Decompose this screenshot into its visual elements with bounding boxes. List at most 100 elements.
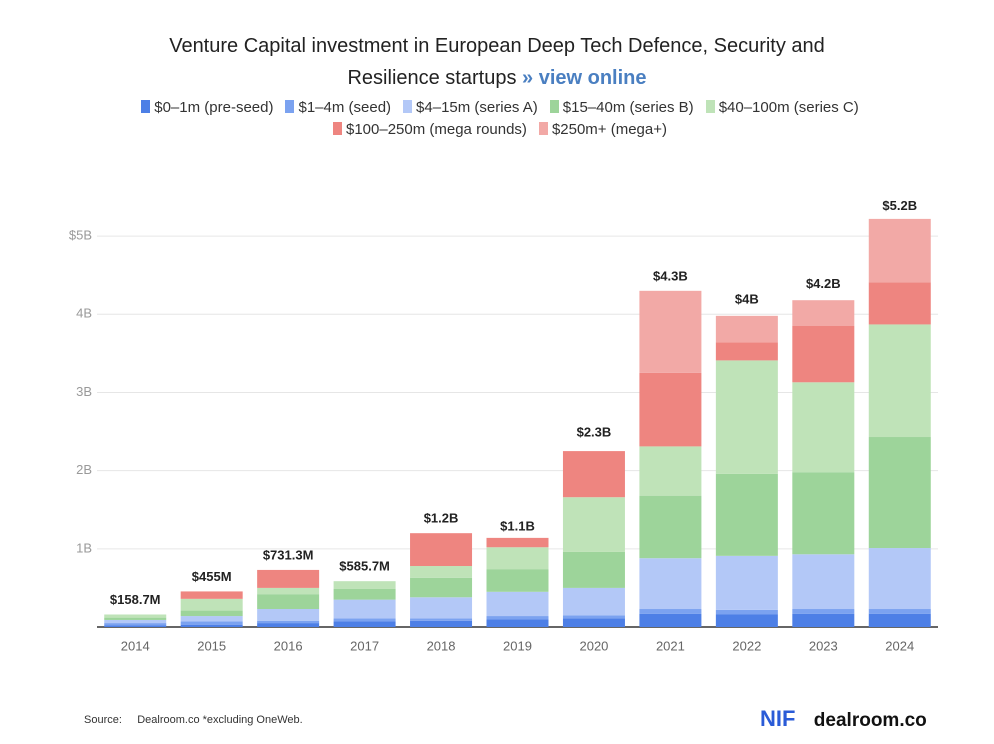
bar-segment bbox=[715, 555, 778, 610]
bar-segment bbox=[792, 554, 855, 610]
x-tick-label: 2022 bbox=[732, 638, 761, 653]
bar-segment bbox=[333, 621, 396, 627]
bar-segment bbox=[562, 615, 625, 619]
x-tick-label: 2014 bbox=[121, 638, 150, 653]
bar-segment bbox=[410, 620, 473, 627]
bar-segment bbox=[868, 282, 931, 325]
bar-segment bbox=[792, 326, 855, 383]
legend-item: $40–100m (series C) bbox=[705, 97, 859, 119]
bar-segment bbox=[104, 625, 167, 627]
bar-segment bbox=[486, 591, 549, 617]
bar-segment bbox=[868, 437, 931, 549]
bar-segment bbox=[104, 623, 167, 626]
logo-nif: NIF bbox=[760, 706, 796, 731]
bar-segment bbox=[486, 547, 549, 570]
legend-label: $15–40m (series B) bbox=[562, 99, 694, 116]
bar-segment bbox=[486, 616, 549, 620]
bar-segment bbox=[868, 218, 931, 283]
footer: Source: Dealroom.co *excluding OneWeb. bbox=[84, 714, 303, 726]
total-label: $4.3B bbox=[653, 268, 688, 283]
legend-label: $250m+ (mega+) bbox=[551, 121, 668, 138]
bar-segment bbox=[180, 591, 243, 599]
bar-segment bbox=[639, 609, 702, 614]
bar-segment bbox=[180, 616, 243, 622]
bar-segment bbox=[104, 617, 167, 620]
bar-segment bbox=[180, 610, 243, 617]
x-tick-label: 2016 bbox=[274, 638, 303, 653]
bar-segment bbox=[562, 451, 625, 498]
bar-segment bbox=[257, 620, 320, 624]
bar-segment bbox=[639, 613, 702, 627]
bar-segment bbox=[715, 609, 778, 615]
total-label: $4B bbox=[735, 292, 759, 307]
total-label: $585.7M bbox=[339, 559, 390, 574]
legend-label: $0–1m (pre-seed) bbox=[154, 99, 274, 116]
total-label: $1.1B bbox=[500, 518, 535, 533]
bar-segment bbox=[639, 372, 702, 447]
bar-segment bbox=[257, 587, 320, 595]
bar-segment bbox=[639, 495, 702, 559]
total-label: $158.7M bbox=[110, 592, 161, 607]
y-tick-label: 1B bbox=[76, 540, 92, 555]
legend-item: $4–15m (series A) bbox=[403, 97, 538, 119]
legend-swatch bbox=[141, 100, 151, 113]
total-label: $455M bbox=[192, 569, 232, 584]
bar-segment bbox=[410, 618, 473, 621]
legend-label: $40–100m (series C) bbox=[718, 99, 859, 116]
bar-segment bbox=[333, 588, 396, 600]
bar-segment bbox=[639, 558, 702, 610]
bar-segment bbox=[715, 614, 778, 627]
bar-segment bbox=[333, 599, 396, 619]
logos: NIF dealroom.co bbox=[760, 706, 927, 732]
bar-segment bbox=[410, 533, 473, 567]
legend-item: $100–250m (mega rounds) bbox=[332, 119, 527, 141]
y-tick-label: 4B bbox=[76, 306, 92, 321]
y-tick-label: 3B bbox=[76, 384, 92, 399]
bar-segment bbox=[180, 624, 243, 627]
legend-item: $15–40m (series B) bbox=[549, 97, 694, 119]
legend-swatch bbox=[538, 122, 548, 135]
bar-segment bbox=[639, 290, 702, 373]
bar-segment bbox=[792, 609, 855, 614]
bar-segment bbox=[792, 300, 855, 326]
bar-segment bbox=[792, 472, 855, 555]
legend-swatch bbox=[705, 100, 715, 113]
bar-segment bbox=[104, 619, 167, 624]
bar-segment bbox=[104, 614, 167, 618]
total-label: $4.2B bbox=[806, 276, 841, 291]
logo-dealroom: dealroom.co bbox=[813, 710, 927, 731]
bar-segment bbox=[715, 360, 778, 474]
bar-segment bbox=[180, 621, 243, 625]
bar-segment bbox=[562, 497, 625, 552]
bar-segment bbox=[257, 609, 320, 621]
source-label: Source: bbox=[84, 714, 122, 726]
bar-segment bbox=[486, 569, 549, 592]
chart: 1B 2B 3B 4B $5B $158.7M 2014 $455M 2015 $731.3M 20… bbox=[69, 198, 938, 653]
x-tick-label: 2024 bbox=[885, 638, 914, 653]
x-tick-label: 2023 bbox=[809, 638, 838, 653]
bar-segment bbox=[562, 551, 625, 588]
legend-swatch bbox=[403, 100, 413, 113]
source: Dealroom.co *excluding OneWeb. bbox=[137, 714, 303, 726]
total-label: $1.2B bbox=[424, 511, 459, 526]
bar-segment bbox=[562, 587, 625, 616]
legend-item: $1–4m (seed) bbox=[285, 97, 391, 119]
legend-label: $4–15m (series A) bbox=[416, 99, 538, 116]
bar-segment bbox=[868, 548, 931, 610]
x-tick-label: 2018 bbox=[427, 638, 456, 653]
bar-segment bbox=[715, 342, 778, 361]
legend-item: $0–1m (pre-seed) bbox=[141, 97, 273, 119]
legend-swatch bbox=[549, 100, 559, 113]
legend-item: $250m+ (mega+) bbox=[538, 119, 668, 141]
bar-segment bbox=[410, 577, 473, 598]
bar-segment bbox=[333, 618, 396, 622]
bar-segment bbox=[257, 594, 320, 610]
legend-label: $1–4m (seed) bbox=[298, 99, 392, 116]
view-online-link[interactable]: » view online bbox=[522, 67, 647, 89]
bar-segment bbox=[715, 473, 778, 556]
x-tick-label: 2021 bbox=[656, 638, 685, 653]
total-label: $2.3B bbox=[577, 425, 612, 440]
bar-segment bbox=[486, 619, 549, 627]
title-block: Venture Capital investment in European D… bbox=[0, 30, 994, 94]
